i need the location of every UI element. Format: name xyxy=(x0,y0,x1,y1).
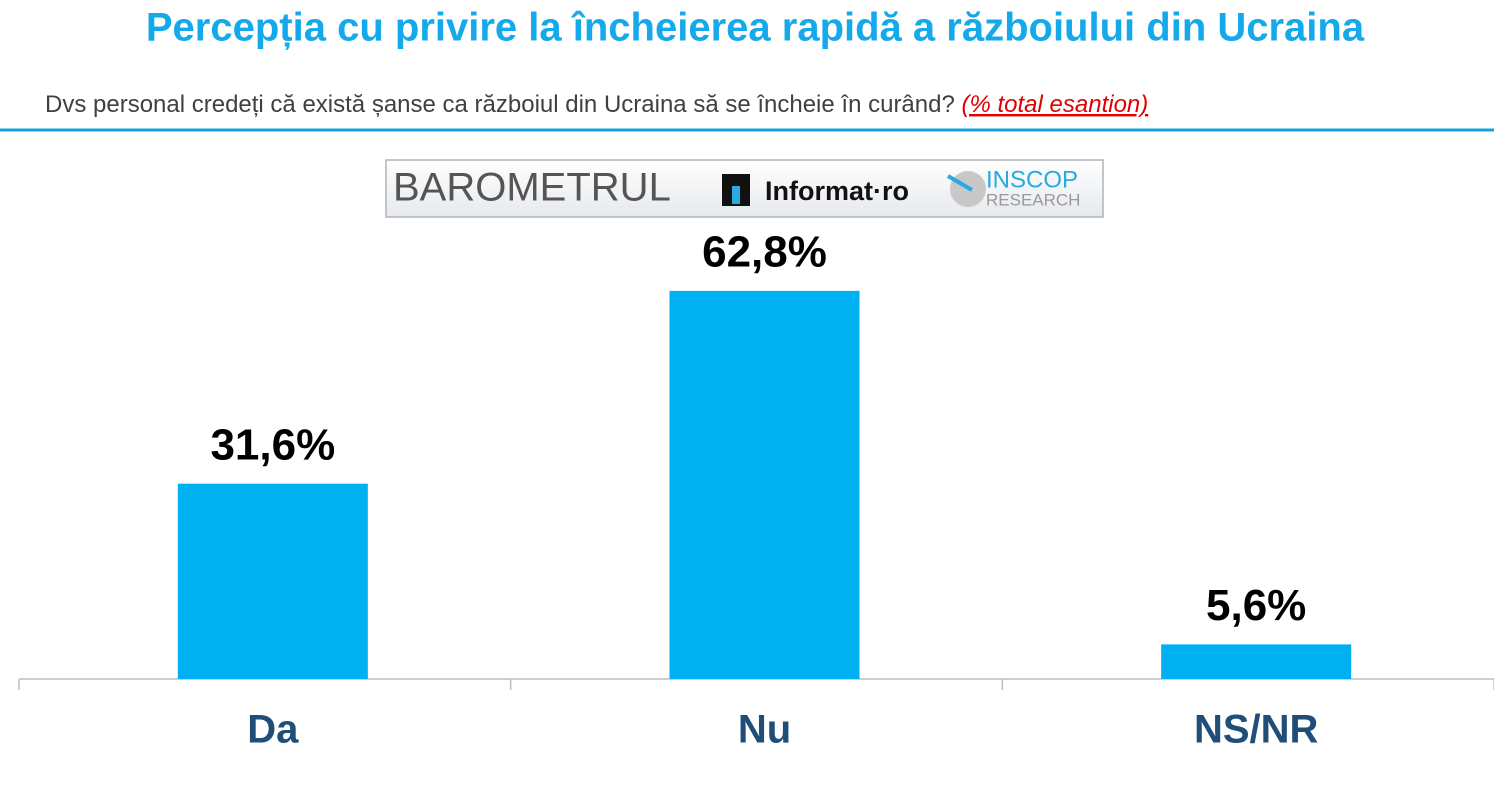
subtitle-text: Dvs personal credeți că există șanse ca … xyxy=(45,91,955,118)
value-label: 31,6% xyxy=(210,420,335,469)
logo-banner: BAROMETRUL Informat·ro INSCOP RESEARCH xyxy=(385,159,1104,218)
x-tick-label: Nu xyxy=(738,708,791,752)
chart-subtitle: Dvs personal credeți că există șanse ca … xyxy=(45,91,1148,118)
value-label: 5,6% xyxy=(1206,581,1306,630)
chart-title: Percepția cu privire la încheierea rapid… xyxy=(146,6,1365,50)
bar xyxy=(669,290,860,679)
logo-inscop: INSCOP xyxy=(986,166,1078,193)
logo-icon-mark xyxy=(732,186,740,204)
logo-barometer: BAROMETRUL xyxy=(393,166,671,210)
x-tick-label: Da xyxy=(247,708,299,752)
logo-research: RESEARCH xyxy=(986,190,1080,209)
x-tick-label: NS/NR xyxy=(1194,708,1319,752)
logo-needle xyxy=(946,174,974,192)
value-label: 62,8% xyxy=(702,228,827,277)
plot-area: Da 31,6% Nu 62,8% NS/NR 5,6% xyxy=(18,228,1494,752)
bar xyxy=(1161,644,1352,679)
bar xyxy=(177,483,368,679)
subtitle-note: (% total esantion) xyxy=(962,91,1149,118)
logo-informat: Informat·ro xyxy=(765,176,909,206)
